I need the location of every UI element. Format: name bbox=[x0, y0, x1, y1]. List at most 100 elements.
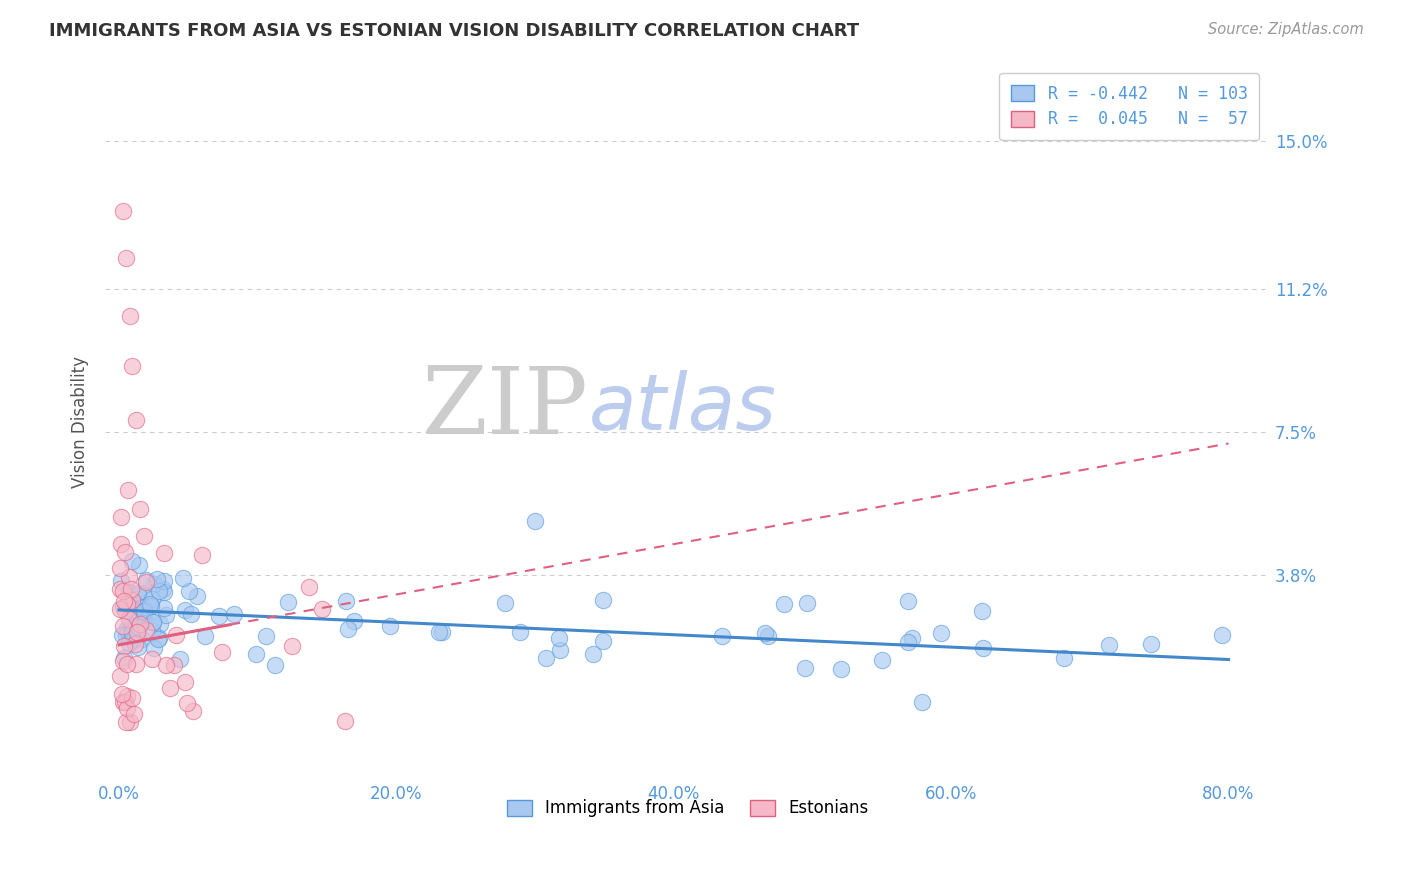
Point bbox=[124, 637, 146, 651]
Point bbox=[112, 654, 135, 668]
Point bbox=[335, 593, 357, 607]
Point bbox=[163, 658, 186, 673]
Point bbox=[208, 608, 231, 623]
Point bbox=[509, 624, 531, 639]
Point bbox=[711, 629, 734, 643]
Point bbox=[152, 574, 174, 588]
Point bbox=[176, 696, 198, 710]
Text: ZIP: ZIP bbox=[422, 363, 589, 453]
Point bbox=[110, 561, 132, 575]
Point bbox=[180, 607, 202, 621]
Point bbox=[115, 623, 138, 637]
Point bbox=[120, 715, 142, 730]
Point bbox=[143, 577, 166, 591]
Point bbox=[1139, 637, 1161, 651]
Point bbox=[114, 604, 136, 618]
Point bbox=[173, 675, 195, 690]
Point bbox=[134, 599, 156, 614]
Point bbox=[870, 653, 893, 667]
Point bbox=[155, 608, 177, 623]
Point bbox=[141, 652, 163, 666]
Point bbox=[110, 536, 132, 550]
Point bbox=[177, 584, 200, 599]
Point bbox=[929, 625, 952, 640]
Point bbox=[128, 502, 150, 516]
Point bbox=[110, 582, 132, 596]
Point bbox=[146, 572, 169, 586]
Point bbox=[115, 657, 138, 672]
Point bbox=[127, 588, 149, 602]
Point bbox=[186, 590, 208, 604]
Point bbox=[112, 599, 135, 614]
Point bbox=[772, 598, 794, 612]
Point bbox=[121, 625, 143, 640]
Point bbox=[117, 585, 139, 599]
Point bbox=[254, 629, 277, 643]
Point bbox=[132, 529, 155, 543]
Point bbox=[121, 624, 143, 638]
Point bbox=[141, 592, 163, 607]
Point bbox=[114, 629, 136, 643]
Point bbox=[128, 605, 150, 619]
Point bbox=[582, 647, 605, 661]
Point bbox=[141, 624, 163, 638]
Point bbox=[430, 624, 453, 639]
Point bbox=[972, 641, 994, 656]
Point bbox=[110, 574, 132, 588]
Point bbox=[122, 618, 145, 632]
Point bbox=[1053, 651, 1076, 665]
Point bbox=[190, 548, 212, 562]
Point bbox=[211, 645, 233, 659]
Point bbox=[281, 639, 304, 653]
Point bbox=[127, 603, 149, 617]
Point bbox=[118, 612, 141, 626]
Point bbox=[172, 571, 194, 585]
Point bbox=[111, 627, 134, 641]
Point bbox=[297, 580, 319, 594]
Point bbox=[155, 658, 177, 673]
Point bbox=[148, 584, 170, 599]
Point bbox=[121, 554, 143, 568]
Point bbox=[115, 689, 138, 703]
Point bbox=[142, 615, 165, 629]
Point bbox=[165, 628, 187, 642]
Point bbox=[127, 585, 149, 599]
Point bbox=[115, 598, 138, 612]
Point bbox=[148, 631, 170, 645]
Point bbox=[134, 607, 156, 621]
Point bbox=[135, 573, 157, 587]
Point bbox=[125, 413, 148, 427]
Point bbox=[110, 669, 132, 683]
Point bbox=[754, 625, 776, 640]
Point bbox=[132, 611, 155, 625]
Point bbox=[897, 594, 920, 608]
Point bbox=[125, 618, 148, 632]
Point bbox=[343, 615, 366, 629]
Point bbox=[146, 632, 169, 646]
Point bbox=[135, 623, 157, 637]
Point bbox=[110, 602, 132, 616]
Point bbox=[524, 514, 547, 528]
Point bbox=[131, 600, 153, 615]
Point bbox=[911, 695, 934, 709]
Point bbox=[125, 657, 148, 672]
Point bbox=[121, 359, 143, 373]
Point bbox=[112, 639, 135, 653]
Point bbox=[112, 204, 135, 219]
Point bbox=[1098, 638, 1121, 652]
Point bbox=[139, 599, 162, 614]
Point bbox=[112, 594, 135, 608]
Point bbox=[121, 593, 143, 607]
Point bbox=[111, 619, 134, 633]
Point bbox=[110, 510, 132, 524]
Point bbox=[122, 706, 145, 721]
Point bbox=[181, 704, 204, 718]
Text: IMMIGRANTS FROM ASIA VS ESTONIAN VISION DISABILITY CORRELATION CHART: IMMIGRANTS FROM ASIA VS ESTONIAN VISION … bbox=[49, 22, 859, 40]
Point bbox=[153, 546, 176, 560]
Point bbox=[152, 600, 174, 615]
Point bbox=[120, 626, 142, 640]
Point bbox=[173, 602, 195, 616]
Point bbox=[120, 582, 142, 596]
Point bbox=[115, 715, 138, 730]
Point bbox=[127, 640, 149, 655]
